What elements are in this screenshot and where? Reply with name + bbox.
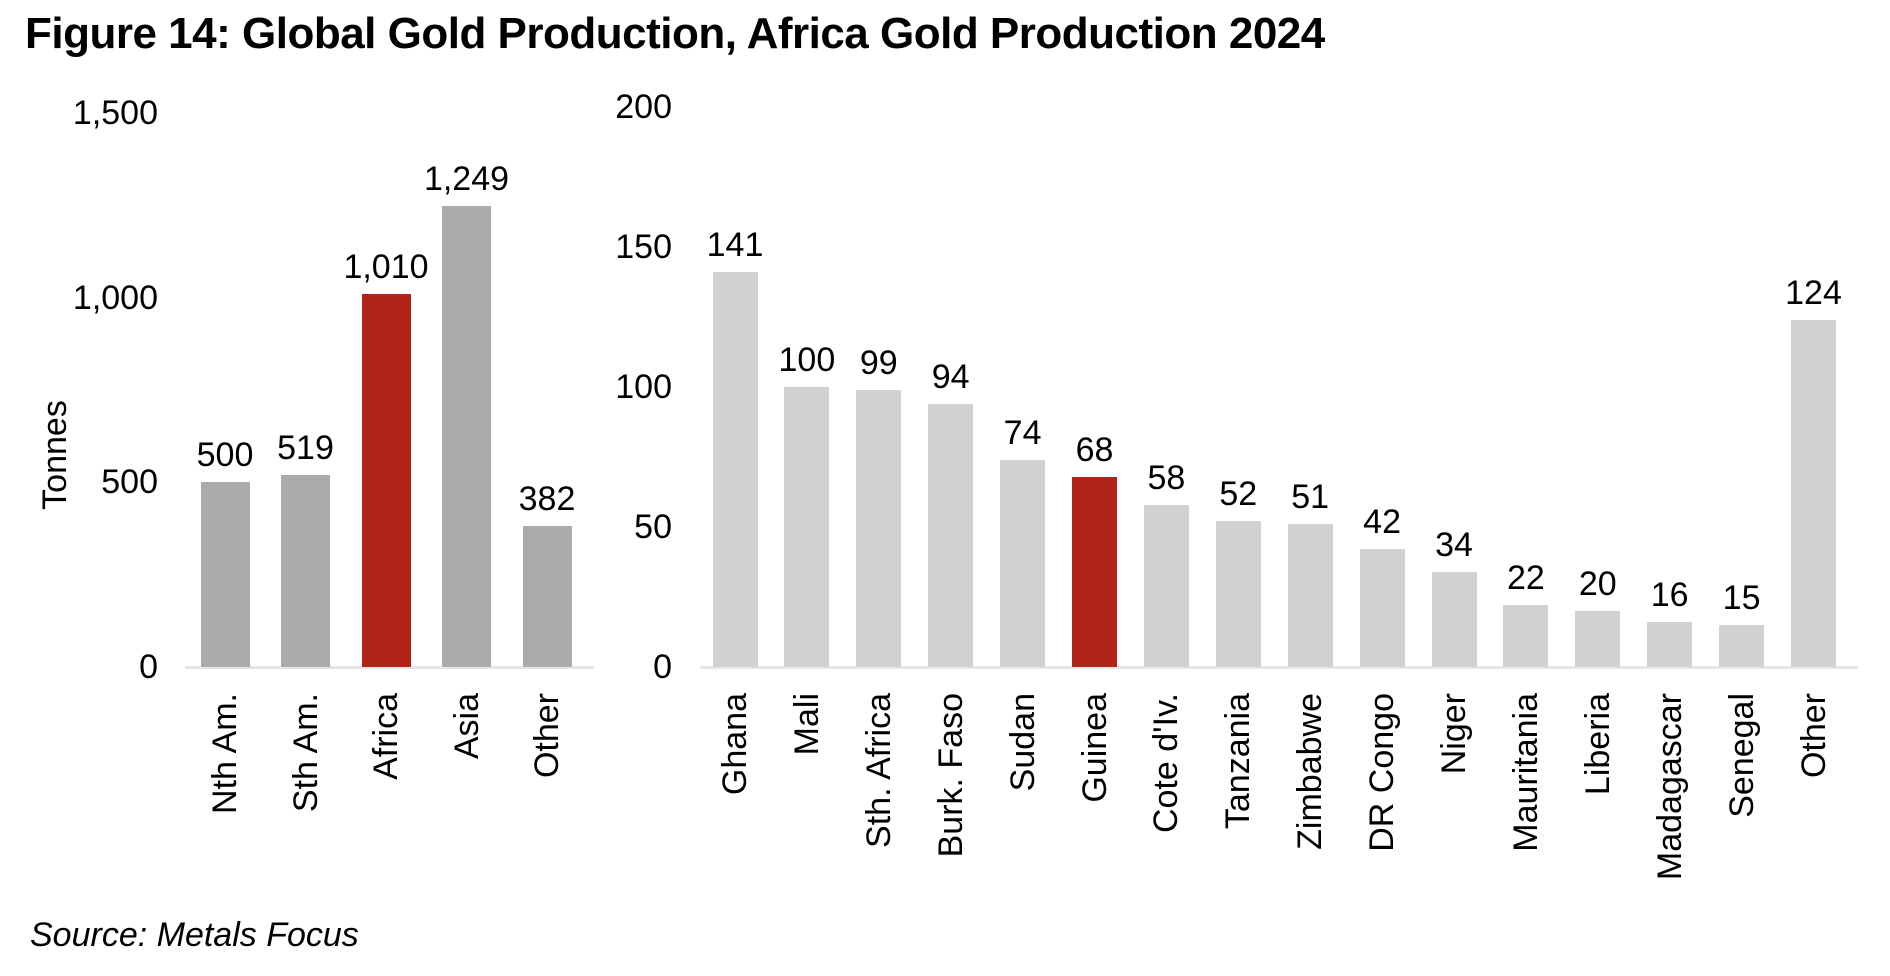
- category-label: Mali: [787, 693, 826, 756]
- category-label: Senegal: [1722, 693, 1761, 818]
- bar-value-label: 1,010: [343, 247, 429, 286]
- bar: [1287, 524, 1333, 667]
- category-label: Ghana: [716, 693, 754, 796]
- bar: [784, 387, 830, 667]
- bar: [442, 205, 491, 667]
- bar: [1575, 611, 1621, 667]
- bar: [712, 272, 758, 667]
- bar-value-label: 52: [1219, 475, 1258, 514]
- category-label: Tanzania: [1219, 693, 1258, 830]
- bar: [1000, 459, 1046, 667]
- bar-value-label: 68: [1075, 430, 1114, 469]
- bar: [1647, 622, 1693, 667]
- bar: [200, 482, 250, 667]
- category-label: Nth Am.: [206, 693, 244, 814]
- bar: [1719, 625, 1765, 667]
- bar: [856, 389, 902, 667]
- bar-value-label: 20: [1578, 565, 1617, 603]
- bar: [1143, 504, 1189, 667]
- bar-value-label: 34: [1435, 525, 1473, 564]
- y-axis-tick-label: 0: [653, 648, 672, 686]
- category-label: Madagascar: [1650, 693, 1689, 881]
- category-label: Sth Am.: [286, 693, 325, 813]
- bar: [1503, 605, 1549, 667]
- category-label: Burk. Faso: [931, 693, 970, 858]
- category-label: Other: [1794, 693, 1833, 779]
- bar-highlighted: [361, 293, 411, 667]
- bar-value-label: 141: [706, 226, 764, 265]
- bar-value-label: 124: [1785, 273, 1842, 312]
- x-axis-line: [185, 666, 594, 669]
- y-axis-title: Tonnes: [36, 400, 74, 510]
- bar-value-label: 51: [1291, 478, 1330, 517]
- x-axis-line: [700, 666, 1858, 669]
- y-axis-tick-label: 1,000: [72, 278, 158, 317]
- bar-highlighted: [1072, 476, 1117, 667]
- category-label: Liberia: [1578, 693, 1617, 796]
- bar-value-label: 74: [1003, 413, 1042, 452]
- y-axis-tick-label: 150: [615, 228, 672, 266]
- y-axis-tick-label: 500: [101, 463, 158, 502]
- bar-value-label: 58: [1147, 458, 1186, 497]
- category-label: Mauritania: [1506, 693, 1545, 852]
- bar-value-label: 382: [518, 479, 576, 518]
- category-label: Africa: [367, 693, 405, 780]
- category-label: Cote d'Iv.: [1147, 693, 1186, 834]
- bar: [281, 475, 330, 667]
- bar: [1431, 571, 1477, 667]
- y-axis-tick-label: 0: [139, 648, 158, 686]
- bar: [1359, 549, 1405, 667]
- category-label: Zimbabwe: [1291, 693, 1330, 850]
- bar-value-label: 1,249: [423, 159, 510, 198]
- category-label: Sudan: [1003, 693, 1042, 792]
- bar-value-label: 15: [1722, 579, 1761, 617]
- category-label: Niger: [1435, 693, 1473, 775]
- bar-value-label: 100: [778, 341, 836, 379]
- y-axis-tick-label: 200: [615, 88, 672, 126]
- figure-title: Figure 14: Global Gold Production, Afric…: [25, 9, 1325, 58]
- bar: [928, 403, 974, 667]
- bar-value-label: 99: [859, 343, 898, 382]
- bar-value-label: 16: [1650, 576, 1689, 615]
- bar-value-label: 22: [1506, 559, 1545, 598]
- bar: [1215, 521, 1261, 667]
- bar: [1791, 319, 1836, 667]
- bar-value-label: 519: [277, 429, 334, 468]
- category-label: DR Congo: [1363, 693, 1402, 852]
- y-axis-tick-label: 1,500: [72, 94, 158, 132]
- bar-value-label: 42: [1363, 503, 1401, 542]
- y-axis-tick-label: 100: [615, 368, 672, 406]
- y-axis-tick-label: 50: [634, 508, 672, 546]
- category-label: Other: [528, 693, 566, 779]
- category-label: Guinea: [1075, 693, 1114, 803]
- bar-value-label: 94: [931, 357, 970, 396]
- category-label: Sth. Africa: [859, 693, 898, 848]
- source-note: Source: Metals Focus: [30, 916, 359, 954]
- bar-value-label: 500: [196, 436, 254, 475]
- category-label: Asia: [447, 693, 486, 760]
- bar: [522, 525, 572, 667]
